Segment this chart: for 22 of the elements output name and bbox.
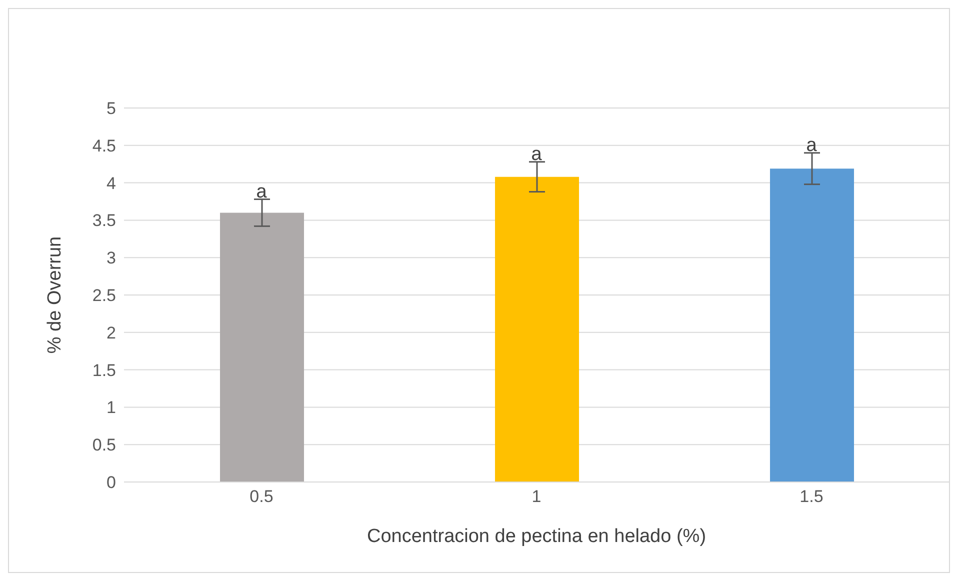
y-tick-label: 1 [106, 398, 116, 418]
y-tick-label: 1.5 [92, 360, 116, 380]
bar [495, 176, 579, 482]
y-tick-label: 0.5 [92, 436, 116, 455]
annotation: a [256, 181, 268, 202]
bar [770, 168, 854, 482]
y-tick-label: 4.5 [92, 136, 116, 156]
y-axis-title: % de Overrun [44, 236, 66, 354]
y-tick-label: 3 [106, 248, 116, 268]
x-tick-label: 0.5 [250, 487, 274, 506]
y-tick-label: 0 [106, 473, 116, 492]
x-tick-label: 1.5 [800, 487, 824, 506]
y-tick-label: 2.5 [92, 286, 116, 306]
annotation: a [806, 134, 818, 156]
annotation: a [531, 144, 542, 165]
y-tick-label: 5 [106, 99, 116, 118]
y-tick-label: 3.5 [92, 211, 116, 230]
x-axis-title: Concentracion de pectina en helado (%) [366, 526, 706, 547]
y-tick-label: 2 [106, 323, 116, 342]
bar [220, 212, 304, 482]
y-tick-label: 4 [106, 174, 116, 193]
x-tick-label: 1 [532, 487, 542, 506]
